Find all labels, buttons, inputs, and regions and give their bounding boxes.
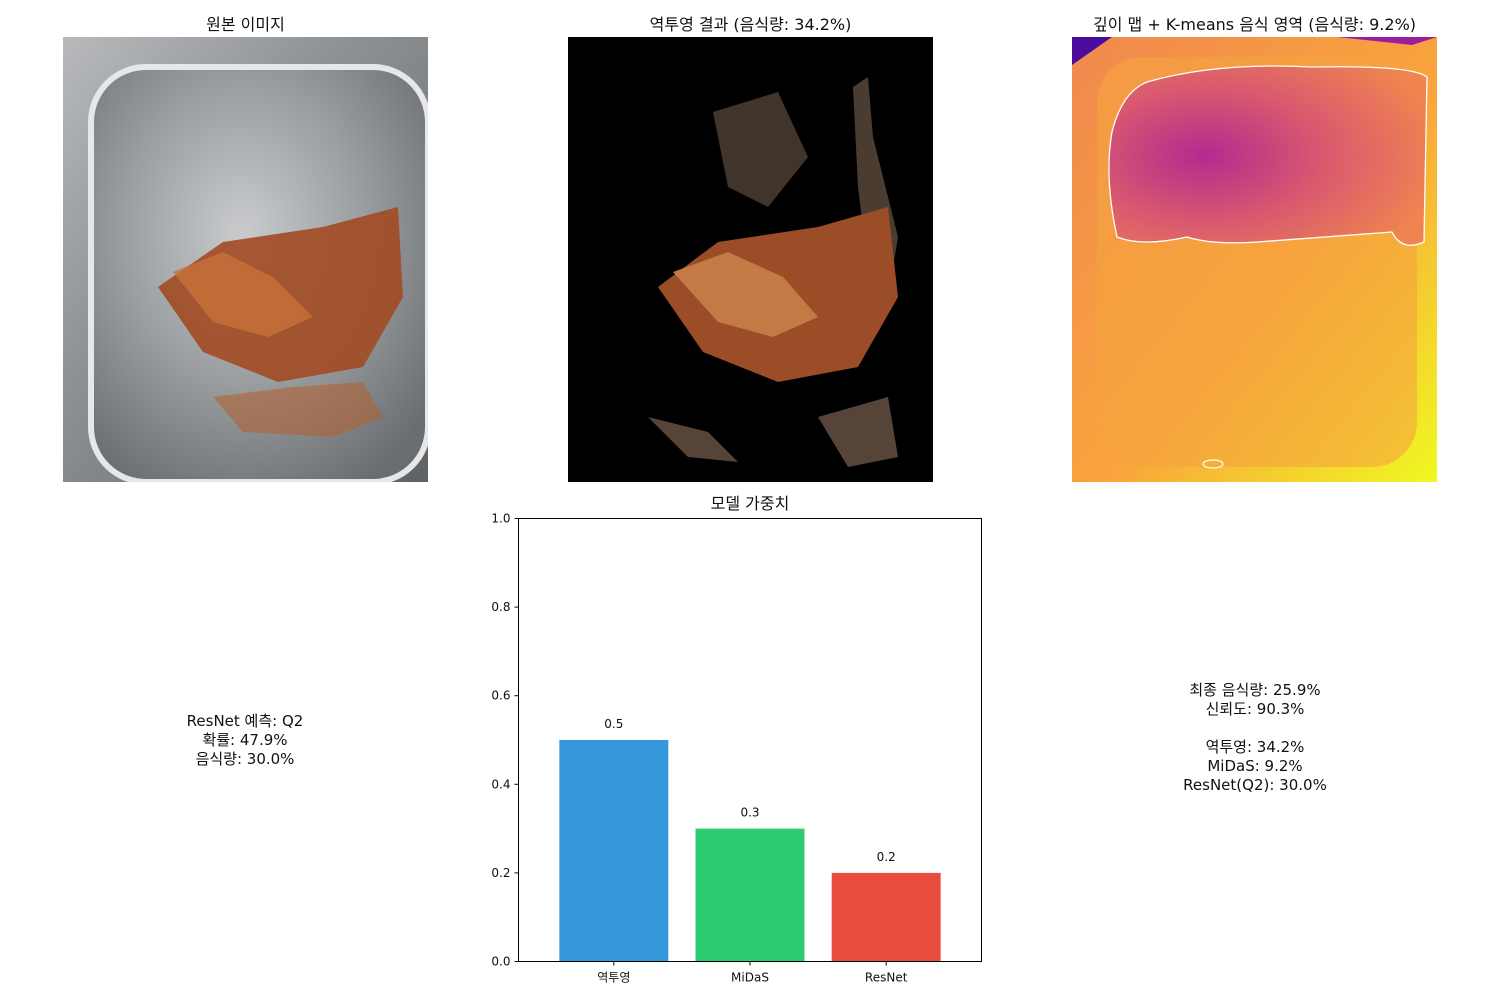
final-confidence: 신뢰도: 90.3% xyxy=(1205,700,1305,718)
resnet-info: ResNet 예측: Q2 확률: 47.9% 음식량: 30.0% xyxy=(145,712,345,769)
bar-value-label: 0.2 xyxy=(877,850,896,864)
backprojection-title: 역투영 결과 (음식량: 34.2%) xyxy=(649,15,852,34)
y-tick-label: 0.0 xyxy=(491,955,510,969)
midas-amount: MiDaS: 9.2% xyxy=(1207,757,1303,775)
original-image-drawing xyxy=(63,37,428,482)
chart-title: 모델 가중치 xyxy=(711,494,790,513)
bar-MiDaS xyxy=(695,828,805,962)
y-tick-label: 0.8 xyxy=(491,600,510,614)
final-food-amount: 최종 음식량: 25.9% xyxy=(1189,681,1321,699)
final-summary: 최종 음식량: 25.9% 신뢰도: 90.3% 역투영: 34.2% MiDa… xyxy=(1155,681,1355,795)
original-image-title: 원본 이미지 xyxy=(206,15,285,34)
bar-value-label: 0.3 xyxy=(740,806,759,820)
y-tick-label: 0.2 xyxy=(491,866,510,880)
y-tick-label: 0.4 xyxy=(491,777,510,791)
chart-frame xyxy=(518,518,982,962)
y-tick-label: 1.0 xyxy=(491,512,510,526)
depth-map-image xyxy=(1072,37,1437,482)
y-tick-label: 0.6 xyxy=(491,689,510,703)
resnet-probability: 확률: 47.9% xyxy=(202,731,288,749)
x-tick-label: MiDaS xyxy=(731,971,769,985)
backprojection-image xyxy=(568,37,933,482)
x-tick-label: ResNet xyxy=(865,971,908,985)
resnet-q2-amount: ResNet(Q2): 30.0% xyxy=(1183,776,1327,794)
depth-map-drawing xyxy=(1072,37,1437,482)
bar-value-label: 0.5 xyxy=(604,717,623,731)
bar-ResNet xyxy=(831,872,941,962)
resnet-prediction: ResNet 예측: Q2 xyxy=(186,712,304,730)
depth-map-title: 깊이 맵 + K-means 음식 영역 (음식량: 9.2%) xyxy=(1092,15,1417,34)
bar-역투영 xyxy=(559,740,669,962)
x-tick-label: 역투영 xyxy=(597,971,630,985)
backprojection-drawing xyxy=(648,77,898,467)
backprojection-amount: 역투영: 34.2% xyxy=(1205,738,1305,756)
resnet-food-amount: 음식량: 30.0% xyxy=(195,750,295,768)
original-image xyxy=(63,37,428,482)
